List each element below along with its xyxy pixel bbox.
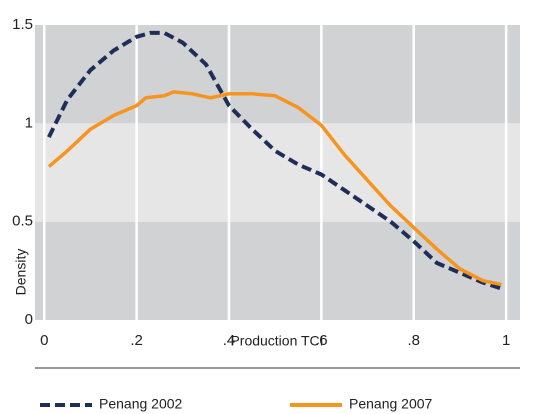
band bbox=[35, 25, 520, 124]
x-tick-label: 1 bbox=[502, 332, 510, 349]
x-tick-label: .6 bbox=[315, 332, 328, 349]
legend-label: Penang 2007 bbox=[349, 396, 433, 412]
x-tick-label: .2 bbox=[130, 332, 143, 349]
y-tick-label: 0 bbox=[25, 311, 33, 328]
x-tick-label: .4 bbox=[223, 332, 236, 349]
x-tick-label: .8 bbox=[408, 332, 421, 349]
band bbox=[35, 123, 520, 222]
series-line bbox=[47, 30, 503, 291]
band bbox=[35, 221, 520, 320]
y-axis-label: Density bbox=[13, 249, 29, 296]
legend-label: Penang 2002 bbox=[99, 396, 183, 412]
series-line bbox=[47, 90, 502, 287]
x-tick-label: 0 bbox=[40, 332, 48, 349]
y-tick-label: 1.5 bbox=[12, 16, 33, 33]
y-tick-label: 1 bbox=[25, 114, 33, 131]
y-tick-label: 0.5 bbox=[12, 213, 33, 230]
x-axis-label: Production TCI bbox=[230, 333, 323, 349]
